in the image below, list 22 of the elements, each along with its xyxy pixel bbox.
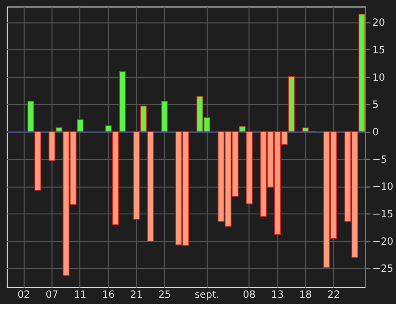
x-tick-label: 22: [328, 290, 340, 301]
y-tick-label: 20: [372, 18, 386, 30]
x-tick-label: 07: [46, 290, 59, 301]
x-tick-label: 18: [299, 290, 312, 301]
x-tick-label: 25: [158, 290, 172, 301]
x-tick-label: sept.: [194, 290, 220, 301]
y-tick-label: 5: [372, 100, 379, 112]
bar: [162, 100, 168, 132]
y-tick-label: −20: [372, 236, 394, 248]
y-tick-label: 15: [372, 45, 386, 56]
y-tick-label: −5: [372, 154, 388, 166]
y-tick-label: 10: [372, 72, 386, 84]
x-tick-label: 02: [18, 290, 30, 301]
x-tick-label: 13: [271, 290, 284, 301]
y-tick-label: −10: [372, 182, 394, 194]
x-tick-label: 08: [243, 290, 256, 301]
x-tick-label: 21: [130, 290, 144, 301]
y-tick-label: −25: [372, 264, 394, 276]
x-tick-label: 11: [74, 290, 87, 301]
x-tick-label: 16: [102, 290, 115, 301]
y-tick-label: 0: [372, 127, 379, 138]
y-tick-label: −15: [372, 210, 394, 221]
